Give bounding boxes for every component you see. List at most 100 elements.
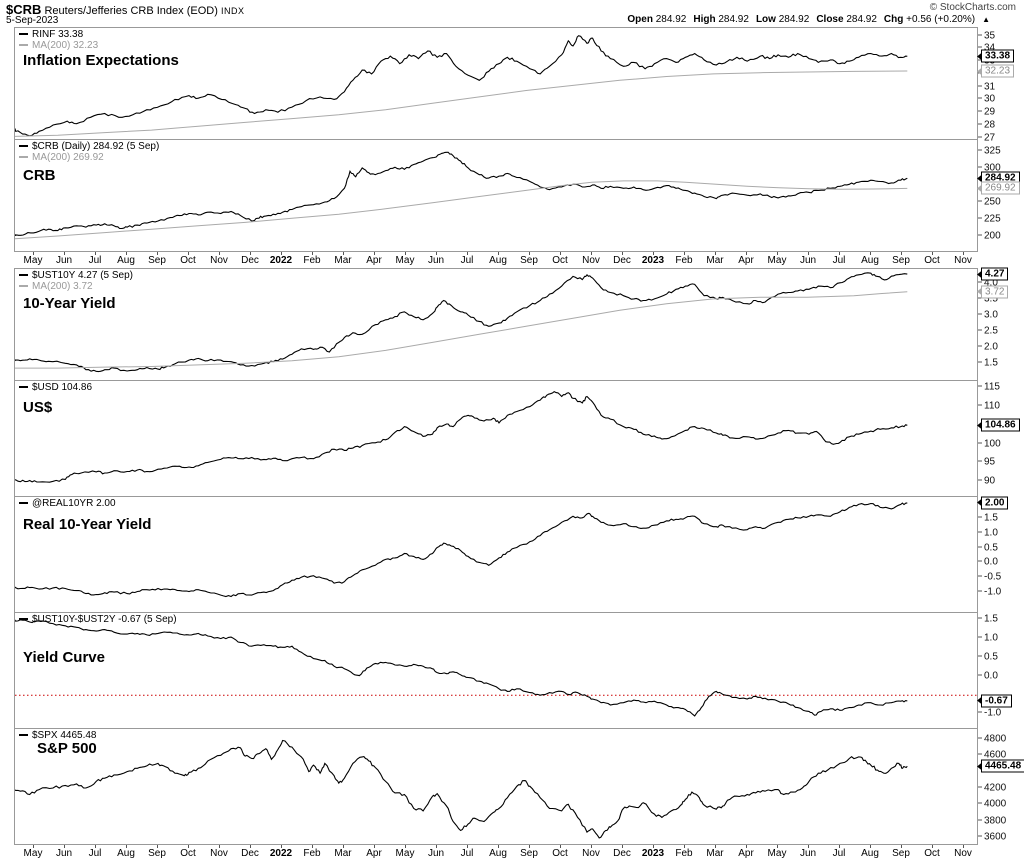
y-tick-label: 325 [984, 145, 1001, 157]
y-tick-mark [978, 313, 982, 315]
x-tick-mark [95, 252, 96, 255]
y-tick: -1.0 [978, 587, 1001, 598]
inflation-expectations-title: Inflation Expectations [23, 52, 179, 69]
y-tick-mark [978, 46, 982, 48]
y-tick-mark [978, 329, 982, 331]
x-tick-mark [219, 252, 220, 255]
x-tick-label: Jun [799, 255, 817, 266]
y-tick-label: -1.0 [984, 707, 1002, 719]
y-tick-mark [978, 149, 982, 151]
y-tick-label: 1.0 [984, 632, 998, 644]
y-tick-mark [978, 85, 982, 87]
sp500-legend: $SPX 4465.48 [19, 730, 97, 741]
x-tick-label: Sep [148, 848, 166, 859]
y-tick: 3.0 [978, 310, 998, 321]
ten-year-yield-value-label-ma: 3.72 [976, 285, 1009, 299]
x-tick-label: Jun [55, 848, 73, 859]
y-tick-mark [978, 479, 982, 481]
y-tick: -1.0 [978, 708, 1001, 719]
panel-usd: $USD 104.86 US$ [14, 380, 978, 497]
y-tick: 34 [978, 43, 995, 54]
x-tick-label: Dec [241, 848, 259, 859]
x-tick-label: Aug [117, 848, 135, 859]
y-tick-mark [978, 123, 982, 125]
x-tick-mark [188, 845, 189, 848]
y-tick-mark [978, 560, 982, 562]
usd-plot-area [15, 390, 908, 483]
x-tick-label: 2022 [269, 848, 293, 859]
yield-curve-plot-area [15, 619, 977, 717]
y-tick-mark [978, 217, 982, 219]
y-tick-label: 3800 [984, 815, 1007, 827]
x-tick-mark [591, 845, 592, 848]
y-tick-label: 0.0 [984, 556, 998, 568]
sp500-y-axis: 4800 4600 4200 4000 3800 3600 4465.48 [976, 728, 1024, 845]
y-tick-label: 4200 [984, 782, 1007, 794]
x-tick-mark [715, 252, 716, 255]
inflation-expectations-series-RINF [15, 35, 908, 137]
x-tick-mark [405, 845, 406, 848]
x-tick-label: Sep [520, 255, 538, 266]
x-tick-mark [715, 845, 716, 848]
x-tick-mark [312, 252, 313, 255]
x-tick-mark [126, 845, 127, 848]
y-tick: 0.0 [978, 557, 998, 568]
y-tick: -0.5 [978, 572, 1001, 583]
x-tick-label: Aug [489, 848, 507, 859]
y-tick: 31 [978, 81, 995, 92]
x-tick-label: May [395, 255, 415, 266]
y-tick: 3800 [978, 815, 1006, 826]
y-tick-label: 4.0 [984, 277, 998, 289]
ten-year-yield-plot-area [15, 272, 908, 373]
ten-year-yield-series-MA(200) [15, 291, 908, 369]
x-tick-mark [560, 845, 561, 848]
y-tick-mark [978, 636, 982, 638]
legend-swatch-icon [19, 33, 28, 35]
chart-header-title: $CRB Reuters/Jefferies CRB Index (EOD) I… [6, 2, 244, 17]
y-tick-mark [978, 655, 982, 657]
x-tick-mark [498, 252, 499, 255]
y-tick-mark [978, 737, 982, 739]
legend-label: $CRB (Daily) 284.92 (5 Sep) [32, 141, 160, 152]
x-tick-label: Aug [861, 848, 879, 859]
crb-series-MA(200) [15, 180, 908, 240]
y-tick-mark [978, 575, 982, 577]
x-tick-label: Sep [892, 848, 910, 859]
y-tick-label: 2.5 [984, 325, 998, 337]
y-tick: 90 [978, 476, 995, 487]
x-tick-mark [467, 252, 468, 255]
ohlc-value: 284.92 [718, 14, 749, 25]
inflation-expectations-value-label: 33.38 [976, 49, 1015, 63]
yield-curve-value-label: -0.67 [977, 694, 1012, 708]
x-tick-label: Oct [924, 255, 940, 266]
y-tick: 4800 [978, 733, 1006, 744]
x-tick-label: Mar [706, 255, 724, 266]
legend-swatch-icon [19, 274, 28, 276]
y-tick: 2.0 [978, 342, 998, 353]
sp500-value-label: 4465.48 [976, 759, 1024, 773]
x-tick-mark [188, 252, 189, 255]
y-tick-label: 35 [984, 30, 996, 42]
legend-label: $UST10Y 4.27 (5 Sep) [32, 270, 133, 281]
y-tick-label: 1.0 [984, 527, 998, 539]
legend-swatch-icon [19, 734, 28, 736]
y-tick-label: 2.0 [984, 341, 998, 353]
y-tick-mark [978, 516, 982, 518]
x-tick-mark [374, 845, 375, 848]
yield-curve-legend: $UST10Y-$UST2Y -0.67 (5 Sep) [19, 614, 177, 625]
real-ten-year-yield-y-axis: 1.5 1.0 0.5 0.0 -0.5 -1.0 2.00 [976, 496, 1024, 613]
x-tick-label: Jul [832, 255, 846, 266]
y-tick: 35 [978, 30, 995, 41]
panel-inflation-expectations: RINF 33.38 MA(200) 32.23 Inflation Expecta… [14, 27, 978, 140]
real-ten-year-yield-value-label: 2.00 [976, 496, 1009, 510]
x-tick-mark [653, 252, 654, 255]
ohlc-label: High [693, 14, 719, 25]
y-tick-mark [978, 802, 982, 804]
legend-swatch-icon [19, 44, 28, 46]
legend-label: @REAL10YR 2.00 [32, 498, 116, 509]
y-tick-label: 225 [984, 213, 1001, 225]
legend-label: MA(200) 32.23 [32, 40, 99, 51]
y-tick-label: 250 [984, 196, 1001, 208]
y-tick-label: -1.0 [984, 586, 1002, 598]
